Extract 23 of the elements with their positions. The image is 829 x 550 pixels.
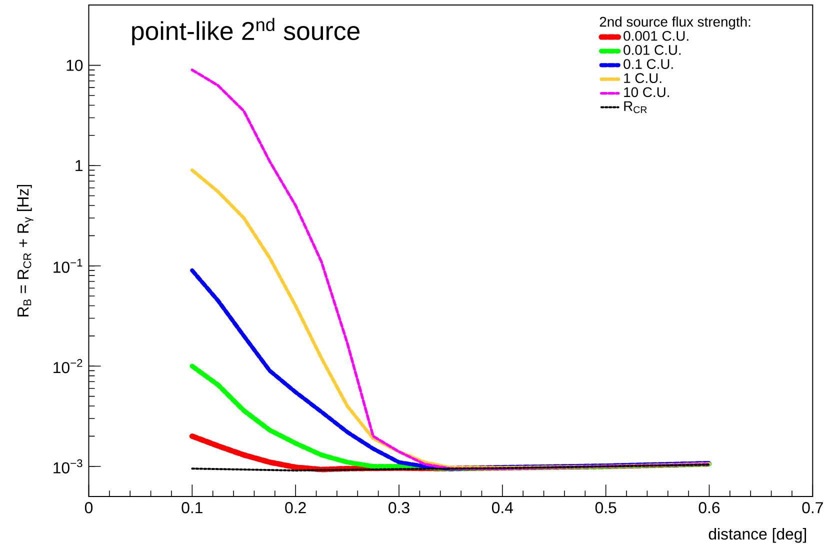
legend-label: 0.001 C.U.: [624, 30, 688, 41]
y-tick-label: 10$^{−3}$: [54, 459, 82, 474]
text: point-like 2$^{nd}$ source: [132, 18, 360, 46]
x-axis-title: distance [deg]: [708, 528, 806, 543]
y-tick-label: 10$^{−1}$: [54, 258, 82, 273]
y-tick-label: 10$^{−2}$: [54, 358, 82, 373]
x-tick-label: 0.4: [492, 502, 513, 514]
x-tick-label: 0.5: [595, 502, 616, 514]
legend-label: R$_{CR}$: [624, 101, 647, 113]
x-tick-label: 0.6: [698, 502, 720, 514]
x-tick-label: 0.1: [182, 502, 202, 514]
legend-title: 2nd source flux strength:: [600, 16, 750, 30]
y-tick-label: 10: [66, 60, 83, 71]
legend-label: 1 C.U.: [624, 72, 662, 83]
legend-label: 10 C.U.: [624, 87, 669, 97]
x-tick-label: 0: [84, 502, 93, 514]
legend-label: 0.01 C.U.: [624, 44, 681, 55]
y-tick-label: 1: [76, 160, 82, 171]
x-tick-label: 0.2: [285, 502, 306, 514]
x-tick-label: 0.7: [802, 502, 823, 514]
x-tick-label: 0.3: [388, 502, 410, 514]
legend-label: 0.1 C.U.: [624, 58, 673, 69]
y-axis-title: R$_{B}$ = R$_{CR}$ + R$_{γ}$ [Hz]: [17, 184, 34, 316]
